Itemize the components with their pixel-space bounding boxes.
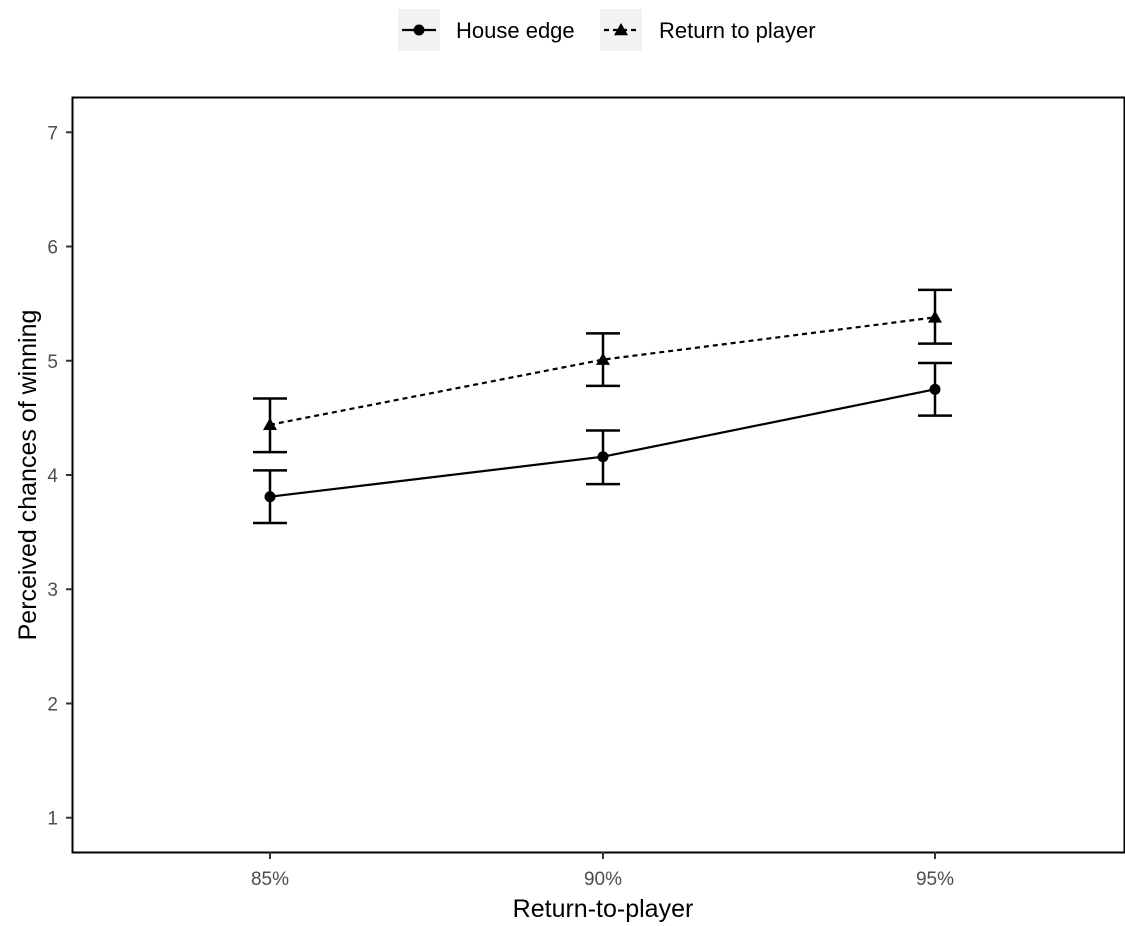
series-0 xyxy=(253,361,952,525)
x-tick-label: 95% xyxy=(916,869,954,890)
y-tick-label: 1 xyxy=(47,809,58,830)
data-point xyxy=(596,352,610,365)
y-tick-label: 4 xyxy=(47,466,58,487)
y-axis-label: Perceived chances of winning xyxy=(14,310,42,641)
y-axis: 1 2 3 4 5 6 7 xyxy=(47,123,72,830)
legend: House edge Return to player xyxy=(398,9,816,51)
legend-label: Return to player xyxy=(659,18,816,43)
y-tick-label: 2 xyxy=(47,694,58,715)
legend-item: Return to player xyxy=(600,9,816,51)
x-axis: 85% 90% 95% xyxy=(251,852,954,890)
data-point xyxy=(928,310,942,323)
y-tick-label: 3 xyxy=(47,580,58,601)
plot-panel xyxy=(71,96,1125,854)
x-axis-label: Return-to-player xyxy=(513,895,694,923)
series-line xyxy=(269,316,936,426)
data-point xyxy=(597,451,609,463)
legend-item: House edge xyxy=(398,9,575,51)
legend-marker xyxy=(614,23,628,36)
data-point xyxy=(264,491,276,503)
y-tick-label: 7 xyxy=(47,123,58,144)
x-tick-label: 85% xyxy=(251,869,289,890)
series-1 xyxy=(253,288,952,454)
x-tick-label: 90% xyxy=(584,869,622,890)
y-tick-label: 5 xyxy=(47,352,58,373)
legend-label: House edge xyxy=(456,18,575,43)
y-tick-label: 6 xyxy=(47,238,58,259)
data-point xyxy=(929,383,941,395)
series-layer xyxy=(253,288,952,525)
legend-marker xyxy=(413,24,425,36)
data-point xyxy=(263,417,277,430)
